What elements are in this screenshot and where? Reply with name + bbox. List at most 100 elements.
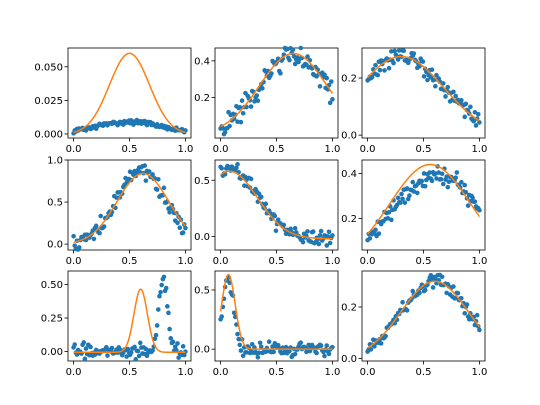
scatter-series	[71, 163, 188, 252]
scatter-point	[459, 179, 464, 185]
scatter-point	[407, 193, 412, 198]
scatter-point	[322, 353, 327, 359]
scatter-point	[167, 326, 172, 332]
scatter-point	[401, 48, 407, 53]
x-tick-label: 0.5	[122, 256, 138, 267]
scatter-point	[239, 98, 245, 103]
x-tick-label: 0.5	[122, 144, 138, 155]
scatter-point	[114, 195, 119, 200]
scatter-point	[300, 239, 306, 245]
scatter-point	[475, 111, 481, 117]
scatter-point	[470, 195, 475, 201]
scatter-point	[411, 51, 417, 56]
scatter-point	[238, 119, 244, 125]
scatter-point	[101, 224, 107, 229]
scatter-point	[465, 203, 471, 208]
scatter-point	[430, 285, 436, 290]
y-tick-label: 0.5	[194, 176, 210, 187]
x-tick-label: 0.5	[269, 144, 285, 155]
scatter-point	[439, 274, 445, 280]
scatter-point	[156, 176, 161, 182]
subplot-r1c2: 0.0 0.5 1.0 0.2 0.4	[194, 45, 340, 155]
scatter-point	[93, 223, 99, 229]
scatter-point	[269, 71, 274, 76]
scatter-point	[422, 287, 428, 293]
scatter-point	[161, 274, 167, 280]
scatter-point	[434, 72, 439, 78]
scatter-point	[455, 290, 461, 296]
y-tick-label: 0.2	[341, 303, 357, 314]
scatter-point	[143, 178, 149, 183]
scatter-point	[242, 183, 247, 188]
scatter-point	[451, 89, 456, 95]
scatter-point	[330, 97, 335, 102]
scatter-point	[463, 101, 469, 107]
x-tick-label: 1.0	[177, 367, 193, 378]
scatter-point	[254, 93, 260, 98]
scatter-point	[260, 86, 265, 91]
y-tick-label: 0.2	[194, 93, 210, 104]
subplot-r3c1: 0.0 0.5 1.0 0.00 0.25 0.50	[41, 270, 193, 378]
scatter-point	[445, 184, 451, 190]
scatter-point	[440, 81, 446, 86]
x-tick-label: 0.0	[213, 367, 229, 378]
scatter-point	[163, 285, 169, 291]
scatter-point	[136, 353, 142, 359]
scatter-point	[462, 311, 468, 316]
scatter-point	[150, 172, 155, 177]
x-tick-label: 0.0	[66, 256, 82, 267]
scatter-point	[477, 207, 482, 213]
scatter-point	[258, 344, 264, 350]
scatter-point	[88, 344, 93, 350]
y-tick-label: 0.2	[341, 214, 357, 225]
scatter-point	[375, 72, 381, 78]
scatter-point	[318, 343, 324, 349]
scatter-point	[132, 344, 137, 350]
scatter-point	[154, 323, 160, 328]
scatter-point	[373, 62, 378, 68]
scatter-point	[314, 350, 319, 356]
y-tick-label: 0.0	[341, 354, 357, 365]
scatter-point	[157, 293, 162, 299]
scatter-point	[417, 290, 422, 296]
scatter-point	[306, 342, 311, 348]
scatter-point	[292, 225, 298, 231]
x-tick-label: 0.0	[360, 256, 376, 267]
scatter-point	[176, 355, 181, 360]
x-tick-label: 0.5	[416, 367, 432, 378]
scatter-point	[263, 201, 269, 207]
scatter-point	[82, 356, 88, 362]
x-tick-label: 0.5	[269, 367, 285, 378]
fit-curve	[73, 172, 186, 243]
subplot-r3c2: 0.0 0.5 1.0 0.0 0.5	[194, 270, 340, 378]
y-tick-label: 0.25	[41, 314, 63, 325]
scatter-point	[275, 217, 281, 223]
scatter-point	[170, 339, 176, 345]
scatter-point	[472, 199, 478, 204]
scatter-point	[429, 178, 435, 184]
scatter-point	[298, 45, 304, 51]
scatter-point	[128, 350, 134, 355]
scatter-point	[175, 220, 180, 226]
subplot-r3c3: 0.0 0.5 1.0 0.0 0.2	[341, 270, 487, 378]
scatter-point	[383, 333, 388, 339]
scatter-point	[382, 68, 387, 73]
x-tick-label: 0.0	[213, 144, 229, 155]
scatter-point	[161, 185, 167, 191]
subplot-r1c1: 0.0 0.5 1.0 0.000 0.025 0.050	[34, 47, 193, 155]
scatter-point	[83, 346, 89, 351]
scatter-point	[257, 340, 263, 346]
scatter-point	[237, 104, 243, 110]
scatter-point	[270, 344, 275, 349]
scatter-point	[235, 119, 240, 125]
scatter-point	[464, 302, 470, 307]
y-tick-label: 0.50	[41, 280, 63, 291]
scatter-series	[218, 45, 335, 137]
scatter-point	[81, 340, 87, 345]
scatter-point	[429, 67, 435, 72]
scatter-point	[389, 217, 394, 223]
scatter-point	[310, 229, 316, 234]
scatter-point	[290, 47, 296, 53]
scatter-point	[318, 228, 324, 234]
scatter-point	[471, 118, 477, 124]
